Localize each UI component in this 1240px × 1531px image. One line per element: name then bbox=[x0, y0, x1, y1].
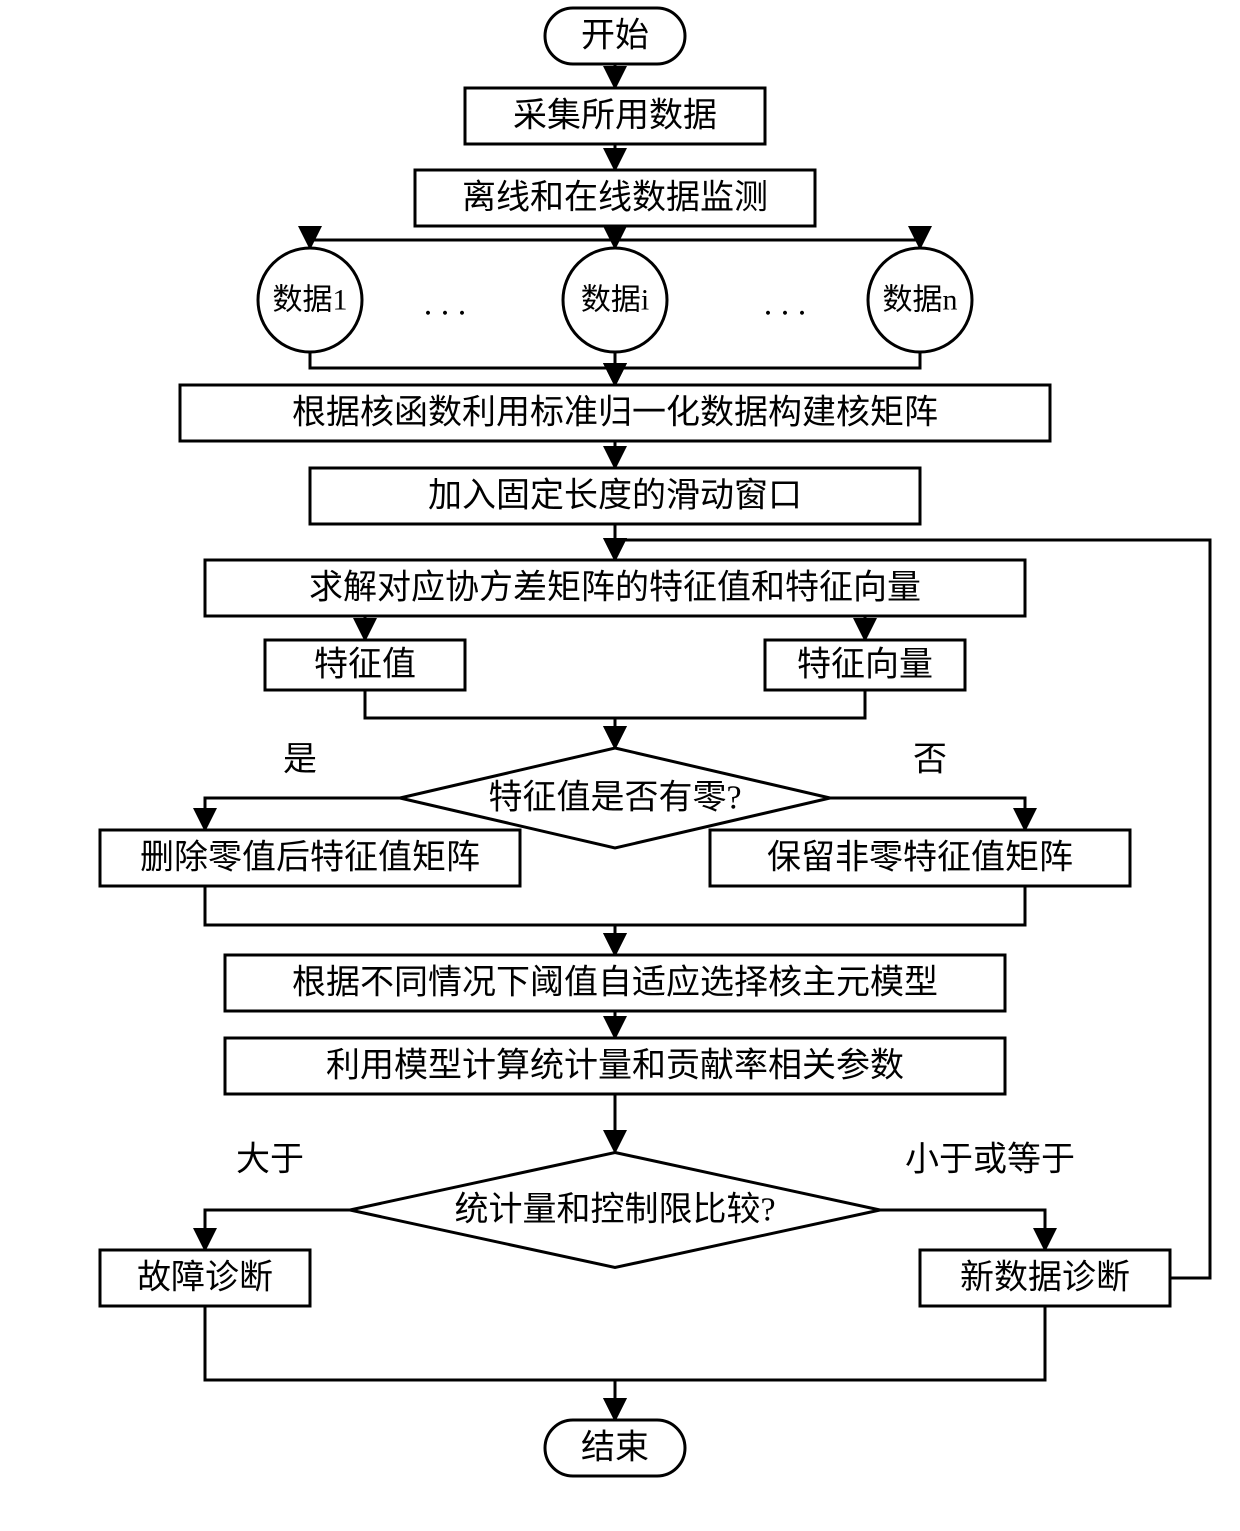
svg-text:保留非零特征值矩阵: 保留非零特征值矩阵 bbox=[767, 839, 1073, 877]
edge-keep_nz-adaptive bbox=[615, 886, 1025, 955]
svg-text:特征值: 特征值 bbox=[314, 646, 416, 684]
svg-text:数据n: 数据n bbox=[883, 284, 958, 317]
edge-monitor-data1 bbox=[310, 226, 615, 248]
svg-text:结束: 结束 bbox=[581, 1429, 649, 1467]
edge-fault-end bbox=[205, 1306, 615, 1420]
edge-monitor-datan bbox=[615, 226, 920, 248]
svg-text:数据i: 数据i bbox=[581, 284, 649, 317]
svg-text:采集所用数据: 采集所用数据 bbox=[513, 97, 717, 135]
edge-eigvec-dec_zero bbox=[615, 690, 865, 748]
node-datan: 数据n bbox=[868, 248, 972, 352]
edge-dec_cmp-fault bbox=[205, 1210, 350, 1250]
svg-text:新数据诊断: 新数据诊断 bbox=[960, 1259, 1130, 1297]
node-end: 结束 bbox=[545, 1420, 685, 1476]
svg-text:故障诊断: 故障诊断 bbox=[137, 1259, 273, 1297]
edge-eigval-dec_zero bbox=[365, 690, 615, 748]
svg-text:. . .: . . . bbox=[424, 286, 467, 323]
svg-text:数据1: 数据1 bbox=[273, 284, 348, 317]
edge-dec_zero-del_zero bbox=[205, 798, 400, 830]
svg-text:特征向量: 特征向量 bbox=[797, 646, 933, 684]
svg-text:求解对应协方差矩阵的特征值和特征向量: 求解对应协方差矩阵的特征值和特征向量 bbox=[309, 569, 921, 607]
svg-text:离线和在线数据监测: 离线和在线数据监测 bbox=[462, 179, 768, 217]
svg-text:删除零值后特征值矩阵: 删除零值后特征值矩阵 bbox=[140, 839, 480, 877]
svg-text:. . .: . . . bbox=[764, 286, 807, 323]
node-dots2: . . . bbox=[764, 286, 807, 323]
svg-text:特征值是否有零?: 特征值是否有零? bbox=[488, 779, 741, 817]
node-le_lbl: 小于或等于 bbox=[905, 1141, 1075, 1179]
node-no_lbl: 否 bbox=[913, 742, 947, 779]
node-yes_lbl: 是 bbox=[283, 742, 317, 779]
flowchart-canvas: 开始采集所用数据离线和在线数据监测数据1 数据i 数据n . . . . . . 根据核函… bbox=[0, 0, 1240, 1531]
node-start: 开始 bbox=[545, 8, 685, 64]
svg-text:根据核函数利用标准归一化数据构建核矩阵: 根据核函数利用标准归一化数据构建核矩阵 bbox=[292, 394, 938, 432]
edge-datan-kernel bbox=[615, 352, 920, 385]
svg-text:根据不同情况下阈值自适应选择核主元模型: 根据不同情况下阈值自适应选择核主元模型 bbox=[292, 964, 938, 1002]
edge-dec_cmp-newdata bbox=[880, 1210, 1045, 1250]
edge-del_zero-adaptive bbox=[205, 886, 615, 955]
svg-text:否: 否 bbox=[913, 742, 947, 779]
node-data1: 数据1 bbox=[258, 248, 362, 352]
node-dots1: . . . bbox=[424, 286, 467, 323]
edge-data1-kernel bbox=[310, 352, 615, 385]
edge-dec_zero-keep_nz bbox=[830, 798, 1025, 830]
svg-text:大于: 大于 bbox=[236, 1141, 304, 1179]
node-dec_cmp: 统计量和控制限比较? bbox=[350, 1153, 880, 1268]
svg-text:小于或等于: 小于或等于 bbox=[905, 1141, 1075, 1179]
svg-text:利用模型计算统计量和贡献率相关参数: 利用模型计算统计量和贡献率相关参数 bbox=[326, 1047, 904, 1085]
svg-text:统计量和控制限比较?: 统计量和控制限比较? bbox=[454, 1191, 775, 1229]
edge-newdata-end bbox=[615, 1306, 1045, 1420]
svg-text:开始: 开始 bbox=[581, 17, 649, 55]
node-datai: 数据i bbox=[563, 248, 667, 352]
node-gt_lbl: 大于 bbox=[236, 1141, 304, 1179]
svg-text:是: 是 bbox=[283, 742, 317, 779]
svg-text:加入固定长度的滑动窗口: 加入固定长度的滑动窗口 bbox=[428, 477, 802, 515]
